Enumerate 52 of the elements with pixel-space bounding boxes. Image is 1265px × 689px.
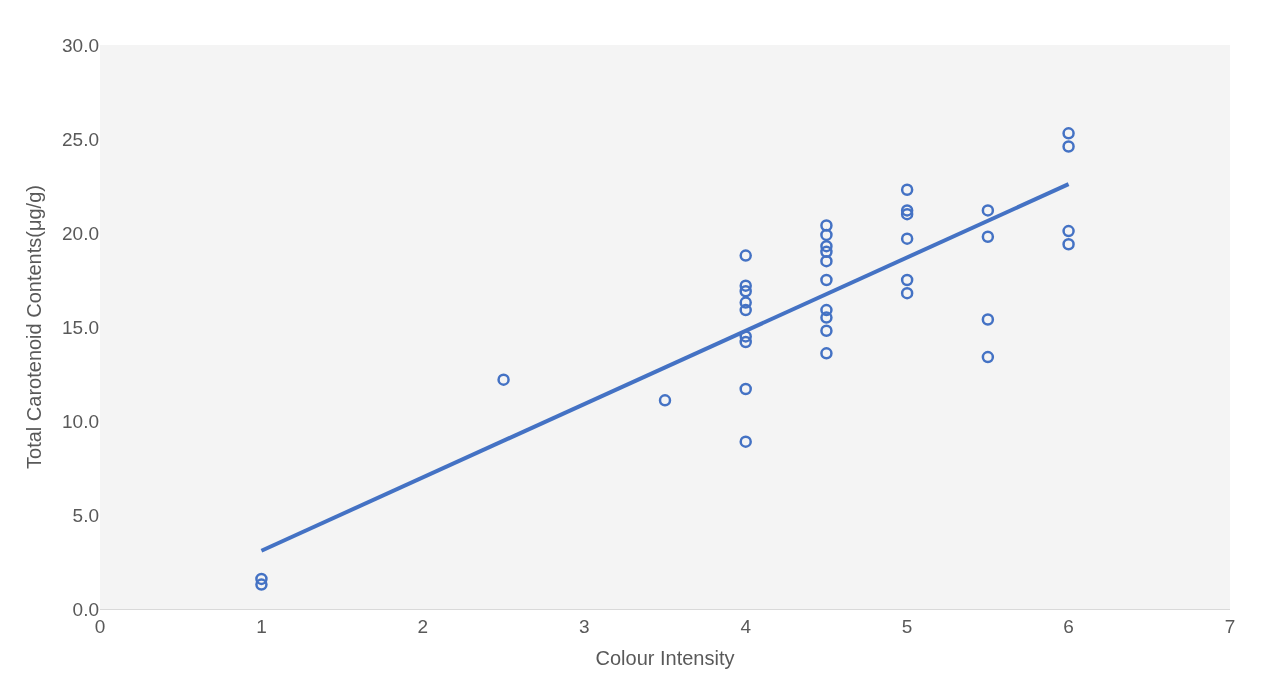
- y-tick-label: 25.0: [62, 128, 99, 150]
- point: [739, 279, 752, 292]
- point: [1062, 224, 1075, 238]
- point: [900, 207, 914, 221]
- point: [820, 239, 833, 253]
- point: [1062, 238, 1075, 251]
- point: [900, 183, 914, 197]
- x-tick-label: 6: [1063, 615, 1074, 637]
- point: [981, 350, 995, 364]
- point: [820, 228, 833, 242]
- point: [1062, 127, 1075, 140]
- point: [739, 435, 752, 448]
- point: [497, 373, 510, 386]
- point: [820, 273, 833, 287]
- x-tick-label: 4: [740, 615, 752, 637]
- y-tick-label: 10.0: [62, 410, 99, 432]
- y-tick-label: 20.0: [62, 222, 99, 244]
- point: [820, 219, 833, 232]
- point: [900, 204, 914, 217]
- x-axis-title: Colour Intensity: [595, 647, 735, 670]
- point: [820, 347, 833, 360]
- point: [739, 303, 752, 317]
- point: [255, 572, 268, 586]
- point: [820, 254, 833, 268]
- point: [981, 313, 995, 326]
- point: [981, 230, 995, 244]
- point: [900, 273, 914, 287]
- x-tick-label: 2: [417, 615, 429, 637]
- x-tick-label: 3: [579, 615, 590, 637]
- y-tick-label: 15.0: [62, 316, 99, 338]
- point: [820, 303, 833, 317]
- point: [739, 335, 752, 349]
- point: [820, 311, 833, 324]
- point: [739, 285, 752, 298]
- x-tick-label: 7: [1224, 615, 1236, 637]
- point: [820, 245, 833, 259]
- x-tick-label: 5: [901, 615, 913, 637]
- x-tick-label: 1: [256, 615, 267, 637]
- point: [739, 249, 752, 262]
- point: [1062, 140, 1075, 153]
- point: [739, 382, 752, 396]
- point: [658, 394, 672, 407]
- y-tick-label: 5.0: [72, 504, 99, 526]
- point: [900, 232, 914, 245]
- y-tick-label: 30.0: [62, 34, 99, 56]
- point: [739, 296, 752, 309]
- point: [820, 324, 833, 338]
- point: [255, 578, 268, 591]
- point: [739, 330, 752, 343]
- y-axis-title: Total Carotenoid Contents(μg/g): [22, 185, 45, 469]
- point: [900, 286, 914, 300]
- point: [981, 204, 995, 217]
